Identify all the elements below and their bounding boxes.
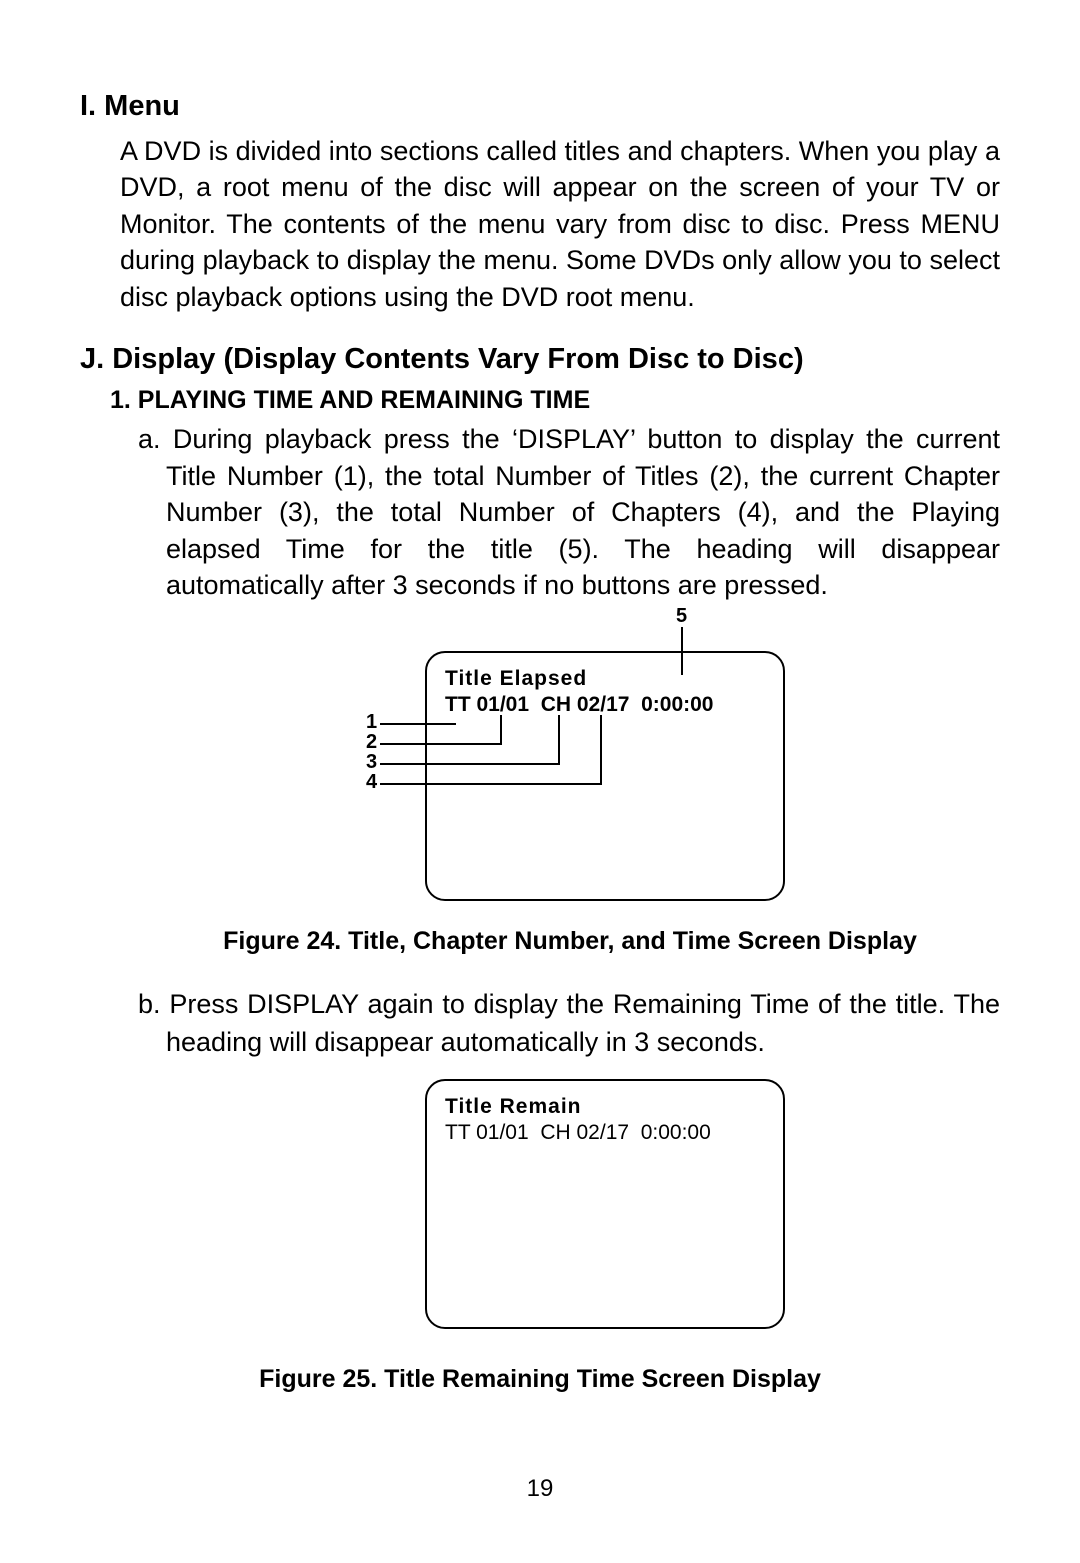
callout-3-line-v bbox=[558, 715, 560, 765]
figure-25-title: Title Remain bbox=[445, 1095, 765, 1119]
figure-25-caption: Figure 25. Title Remaining Time Screen D… bbox=[80, 1365, 1000, 1394]
figure-24-title: Title Elapsed bbox=[445, 667, 765, 691]
figure-24-box: Title Elapsed TT 01/01 CH 02/17 0:00:00 bbox=[425, 651, 785, 901]
callout-2-line-v bbox=[500, 715, 502, 745]
callout-2-line-h bbox=[380, 743, 502, 745]
section-j-sub: 1. PLAYING TIME AND REMAINING TIME bbox=[110, 386, 1000, 415]
section-j-para-b: b. Press DISPLAY again to display the Re… bbox=[138, 986, 1000, 1061]
callout-4-line-h bbox=[380, 783, 602, 785]
page-number: 19 bbox=[0, 1475, 1080, 1503]
figure-24-caption: Figure 24. Title, Chapter Number, and Ti… bbox=[140, 927, 1000, 956]
figure-25-line: TT 01/01 CH 02/17 0:00:00 bbox=[445, 1121, 765, 1145]
callout-3-line-h bbox=[380, 763, 560, 765]
section-j-para-a: a. During playback press the ‘DISPLAY’ b… bbox=[138, 421, 1000, 603]
figure-24-diagram: 5 Title Elapsed TT 01/01 CH 02/17 0:00:0… bbox=[80, 609, 1000, 919]
figure-24-line: TT 01/01 CH 02/17 0:00:00 bbox=[445, 693, 765, 717]
section-j-heading: J. Display (Display Contents Vary From D… bbox=[80, 343, 1000, 376]
section-i-heading: I. Menu bbox=[80, 90, 1000, 123]
figure-25-diagram: Title Remain TT 01/01 CH 02/17 0:00:00 bbox=[80, 1067, 1000, 1357]
section-i-body: A DVD is divided into sections called ti… bbox=[120, 133, 1000, 315]
callout-5: 5 bbox=[676, 605, 687, 628]
callout-4-line-v bbox=[600, 715, 602, 785]
callout-4: 4 bbox=[366, 771, 377, 794]
callout-1-line bbox=[380, 723, 456, 725]
figure-25-box: Title Remain TT 01/01 CH 02/17 0:00:00 bbox=[425, 1079, 785, 1329]
